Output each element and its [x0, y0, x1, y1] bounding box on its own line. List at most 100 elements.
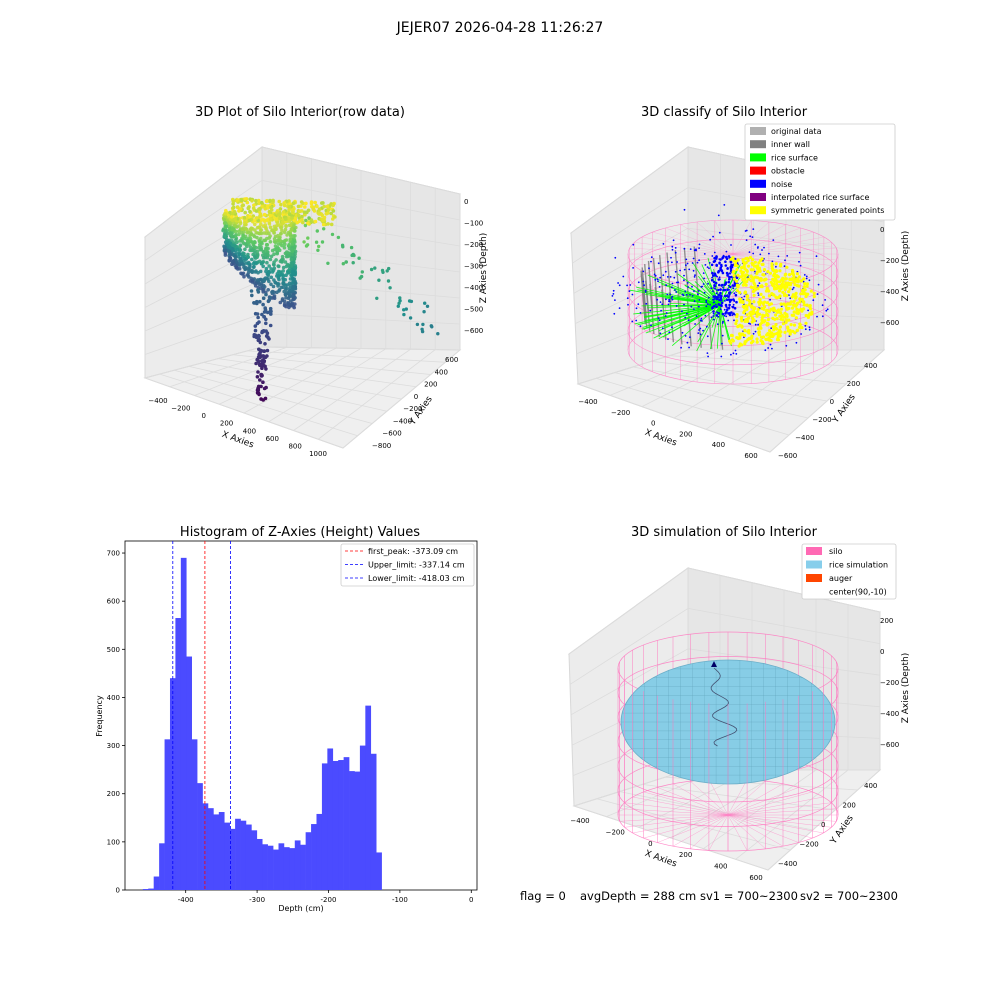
classify-symmetric-point [805, 303, 809, 307]
histogram-y-axis-label: Frequency [95, 695, 104, 737]
histogram-bar [202, 803, 209, 890]
histogram-legend-label: first_peak: -373.09 cm [368, 547, 458, 556]
raw-point [256, 290, 261, 294]
classify-noise-point [729, 265, 733, 269]
classify-noise-point [775, 265, 777, 268]
classify-noise-point [717, 303, 721, 306]
classify-noise-point [805, 277, 808, 280]
classify-noise-point [703, 253, 706, 255]
classify-noise-point [729, 260, 733, 263]
classify-noise-point [817, 283, 820, 286]
classify-noise-point [711, 276, 713, 279]
histogram-bar [186, 656, 192, 890]
raw-point [293, 281, 298, 286]
raw-point [272, 237, 277, 241]
simulation-wire-spoke [632, 796, 729, 816]
raw-point [248, 209, 252, 214]
classify-noise-point [712, 260, 716, 264]
classify-symmetric-point [765, 286, 769, 290]
classify-noise-point [683, 303, 685, 306]
classify-symmetric-point [772, 269, 776, 273]
raw-point [258, 378, 262, 382]
classify-noise-point [792, 286, 795, 289]
classify-noise-point [816, 315, 818, 318]
classify-symmetric-point [776, 335, 780, 339]
classify-symmetric-point [770, 292, 774, 296]
classify-noise-point [722, 255, 725, 258]
classify-noise-point [726, 267, 729, 270]
classify-noise-point [685, 258, 688, 261]
raw-point [291, 208, 295, 212]
classify-symmetric-point [763, 277, 768, 281]
raw-point [266, 246, 270, 251]
raw-point [275, 251, 280, 255]
classify-noise-point [714, 296, 717, 299]
classify-inner-wall [647, 260, 654, 311]
raw-point [261, 288, 265, 292]
classify-symmetric-point [782, 315, 787, 319]
classify-noise-point [654, 274, 657, 277]
classify-symmetric-point [803, 282, 807, 286]
raw-point [258, 225, 262, 230]
histogram-bar [305, 832, 312, 890]
classify-symmetric-point [758, 325, 762, 329]
raw-point [293, 254, 297, 259]
grid-line [596, 377, 790, 436]
classify-symmetric-point [784, 320, 788, 324]
classify-symmetric-point [766, 270, 770, 274]
classify-symmetric-point [788, 328, 792, 333]
simulation-x-tick-label: 400 [714, 863, 727, 871]
classify-symmetric-point [735, 315, 739, 319]
classify-symmetric-point [801, 288, 805, 292]
raw-point [260, 366, 264, 371]
histogram-bar [153, 876, 160, 890]
histogram-bar [343, 757, 350, 890]
classify-wire-spoke [680, 253, 734, 284]
grid-line [569, 608, 689, 685]
raw-point [236, 217, 240, 221]
classify-symmetric-point [788, 277, 792, 281]
classify-noise-point [707, 355, 709, 358]
raw-point [277, 282, 281, 286]
classify-wire-spoke [732, 231, 814, 255]
classify-symmetric-point [768, 271, 773, 275]
classify-y-tick-label: −400 [795, 434, 814, 442]
raw-point [262, 285, 267, 289]
raw-point [289, 247, 294, 252]
raw-z-tick-label: −300 [464, 263, 483, 271]
simulation-wire-spoke [657, 787, 729, 816]
classify-noise-point [654, 278, 657, 281]
classify-symmetric-point [795, 303, 799, 307]
classify-symmetric-point [741, 283, 746, 287]
classify-noise-point [664, 315, 667, 317]
classify-symmetric-point [808, 305, 812, 309]
classify-noise-point [722, 286, 724, 289]
raw-point [264, 225, 268, 230]
classify-noise-point [735, 353, 738, 355]
raw-point [266, 288, 271, 292]
raw-point [281, 210, 286, 214]
raw-point [283, 260, 288, 264]
classify-y-tick-label: −600 [778, 452, 797, 460]
classify-rice-surface [719, 304, 732, 347]
classify-noise-point [719, 297, 723, 300]
simulation-wire-spoke [727, 787, 799, 816]
classify-noise-point [812, 299, 815, 302]
classify-noise-point [719, 266, 723, 269]
raw-point [224, 228, 229, 233]
classify-noise-point [669, 293, 672, 296]
histogram-bar [142, 889, 149, 890]
raw-point [281, 220, 285, 224]
simulation-wire-spoke [624, 802, 729, 816]
raw-point [283, 238, 287, 243]
classify-noise-point [693, 300, 696, 303]
classify-symmetric-point [747, 264, 751, 268]
raw-point [247, 218, 252, 223]
raw-point [396, 304, 400, 308]
classify-noise-point [728, 303, 731, 307]
raw-point [290, 216, 294, 220]
classify-symmetric-point [742, 264, 746, 268]
raw-point [253, 222, 257, 227]
classify-noise-point [731, 305, 735, 309]
classify-noise-point [709, 238, 712, 241]
